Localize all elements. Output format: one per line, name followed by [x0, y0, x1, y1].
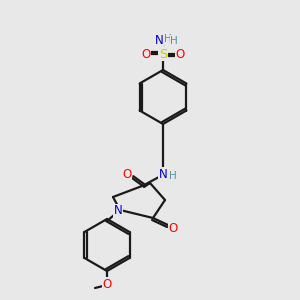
Text: S: S — [159, 47, 167, 61]
Text: O: O — [122, 167, 132, 181]
Text: N: N — [114, 205, 122, 218]
Text: O: O — [141, 47, 151, 61]
Text: H: H — [169, 171, 177, 181]
Text: N: N — [154, 34, 164, 46]
Text: H: H — [170, 36, 178, 46]
Text: O: O — [102, 278, 112, 290]
Text: N: N — [159, 167, 167, 181]
Text: H: H — [164, 34, 172, 44]
Text: O: O — [168, 221, 178, 235]
Text: O: O — [176, 47, 184, 61]
